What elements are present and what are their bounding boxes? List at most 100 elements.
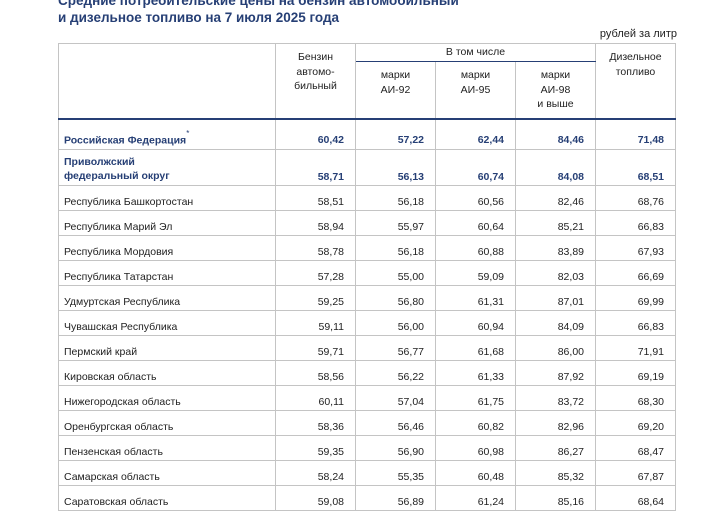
table-row: Кировская область 58,56 56,22 61,33 87,92 69,… xyxy=(58,360,676,386)
price-ai95: 60,88 xyxy=(435,235,516,261)
price-table: Бензин автомо- бильный В том числе Дизел… xyxy=(58,43,676,511)
header-diesel: Дизельное топливо xyxy=(595,43,676,120)
price-ai95: 60,94 xyxy=(435,310,516,336)
price-diesel: 68,51 xyxy=(595,149,676,186)
price-benzin: 58,78 xyxy=(275,235,356,261)
price-benzin: 58,36 xyxy=(275,410,356,436)
price-ai98: 87,92 xyxy=(515,360,596,386)
price-diesel: 67,87 xyxy=(595,460,676,486)
price-ai95: 60,98 xyxy=(435,435,516,461)
price-ai95: 61,31 xyxy=(435,285,516,311)
region-name: Республика Башкортостан xyxy=(58,185,276,211)
price-benzin: 59,35 xyxy=(275,435,356,461)
title-line-1: Средние потребительские цены на бензин а… xyxy=(58,0,459,8)
price-benzin: 57,28 xyxy=(275,260,356,286)
price-ai95: 62,44 xyxy=(435,118,516,150)
region-name: Республика Мордовия xyxy=(58,235,276,261)
price-ai92: 56,22 xyxy=(355,360,436,386)
header-ai92: марки АИ-92 xyxy=(355,61,436,120)
title-line-2: и дизельное топливо на 7 июля 2025 года xyxy=(58,10,340,25)
price-benzin: 58,71 xyxy=(275,149,356,186)
price-diesel: 69,99 xyxy=(595,285,676,311)
price-ai92: 56,90 xyxy=(355,435,436,461)
footnote-mark: * xyxy=(186,128,190,138)
table-row: Республика Мордовия 58,78 56,18 60,88 83,89 6… xyxy=(58,235,676,261)
price-ai98: 87,01 xyxy=(515,285,596,311)
price-ai92: 55,97 xyxy=(355,210,436,236)
table-row: Республика Башкортостан 58,51 56,18 60,56 82… xyxy=(58,185,676,211)
price-ai95: 60,74 xyxy=(435,149,516,186)
price-ai98: 84,08 xyxy=(515,149,596,186)
price-ai92: 56,00 xyxy=(355,310,436,336)
price-diesel: 71,48 xyxy=(595,118,676,150)
price-diesel: 68,30 xyxy=(595,385,676,411)
table-row: Республика Марий Эл 58,94 55,97 60,64 85,21 6… xyxy=(58,210,676,236)
price-ai92: 56,80 xyxy=(355,285,436,311)
price-benzin: 58,94 xyxy=(275,210,356,236)
row-label: Приволжский федеральный округ xyxy=(58,149,276,186)
price-benzin: 58,24 xyxy=(275,460,356,486)
price-ai98: 86,00 xyxy=(515,335,596,361)
price-benzin: 59,25 xyxy=(275,285,356,311)
table-row: Республика Татарстан 57,28 55,00 59,09 82,03… xyxy=(58,260,676,286)
table-row: Нижегородская область 60,11 57,04 61,75 83,7… xyxy=(58,385,676,411)
price-diesel: 67,93 xyxy=(595,235,676,261)
price-diesel: 66,83 xyxy=(595,310,676,336)
price-ai95: 59,09 xyxy=(435,260,516,286)
row-label: Российская Федерация* xyxy=(58,118,276,150)
region-rows: Республика Башкортостан 58,51 56,18 60,56 82… xyxy=(58,185,676,511)
price-benzin: 58,51 xyxy=(275,185,356,211)
unit-label: рублей за литр xyxy=(599,28,677,40)
price-ai98: 84,09 xyxy=(515,310,596,336)
price-ai92: 57,04 xyxy=(355,385,436,411)
price-ai92: 55,35 xyxy=(355,460,436,486)
table-row: Самарская область 58,24 55,35 60,48 85,32 67,… xyxy=(58,460,676,486)
price-ai95: 60,64 xyxy=(435,210,516,236)
price-ai98: 85,16 xyxy=(515,485,596,511)
price-diesel: 69,20 xyxy=(595,410,676,436)
header-v-tom-chisle: В том числе xyxy=(355,43,596,62)
table-row: Чувашская Республика 59,11 56,00 60,94 84,09… xyxy=(58,310,676,336)
region-name: Пензенская область xyxy=(58,435,276,461)
price-benzin: 60,11 xyxy=(275,385,356,411)
header-region xyxy=(58,43,276,120)
price-ai92: 57,22 xyxy=(355,118,436,150)
region-name: Самарская область xyxy=(58,460,276,486)
table-row: Пермский край 59,71 56,77 61,68 86,00 71,91 xyxy=(58,335,676,361)
price-benzin: 59,08 xyxy=(275,485,356,511)
price-benzin: 60,42 xyxy=(275,118,356,150)
price-ai95: 60,82 xyxy=(435,410,516,436)
region-name: Кировская область xyxy=(58,360,276,386)
price-ai98: 83,89 xyxy=(515,235,596,261)
region-name: Республика Татарстан xyxy=(58,260,276,286)
table-row: Пензенская область 59,35 56,90 60,98 86,27 68… xyxy=(58,435,676,461)
price-ai92: 56,46 xyxy=(355,410,436,436)
region-name: Пермский край xyxy=(58,335,276,361)
price-ai98: 83,72 xyxy=(515,385,596,411)
page-title: Средние потребительские цены на бензин а… xyxy=(58,0,459,26)
price-ai95: 60,56 xyxy=(435,185,516,211)
price-ai98: 85,21 xyxy=(515,210,596,236)
row-russian-federation: Российская Федерация* 60,42 57,22 62,44 … xyxy=(58,118,676,150)
price-ai95: 61,24 xyxy=(435,485,516,511)
price-ai98: 82,96 xyxy=(515,410,596,436)
price-ai92: 56,13 xyxy=(355,149,436,186)
price-diesel: 66,69 xyxy=(595,260,676,286)
price-benzin: 58,56 xyxy=(275,360,356,386)
header-ai95: марки АИ-95 xyxy=(435,61,516,120)
price-benzin: 59,71 xyxy=(275,335,356,361)
price-ai92: 56,89 xyxy=(355,485,436,511)
region-name: Республика Марий Эл xyxy=(58,210,276,236)
row-volga-federal-district: Приволжский федеральный округ 58,71 56,1… xyxy=(58,149,676,186)
price-ai98: 84,46 xyxy=(515,118,596,150)
price-ai98: 86,27 xyxy=(515,435,596,461)
price-ai92: 56,18 xyxy=(355,185,436,211)
price-ai98: 82,46 xyxy=(515,185,596,211)
region-name: Нижегородская область xyxy=(58,385,276,411)
price-ai95: 60,48 xyxy=(435,460,516,486)
price-diesel: 68,64 xyxy=(595,485,676,511)
price-ai98: 82,03 xyxy=(515,260,596,286)
price-diesel: 66,83 xyxy=(595,210,676,236)
region-name: Удмуртская Республика xyxy=(58,285,276,311)
price-diesel: 69,19 xyxy=(595,360,676,386)
